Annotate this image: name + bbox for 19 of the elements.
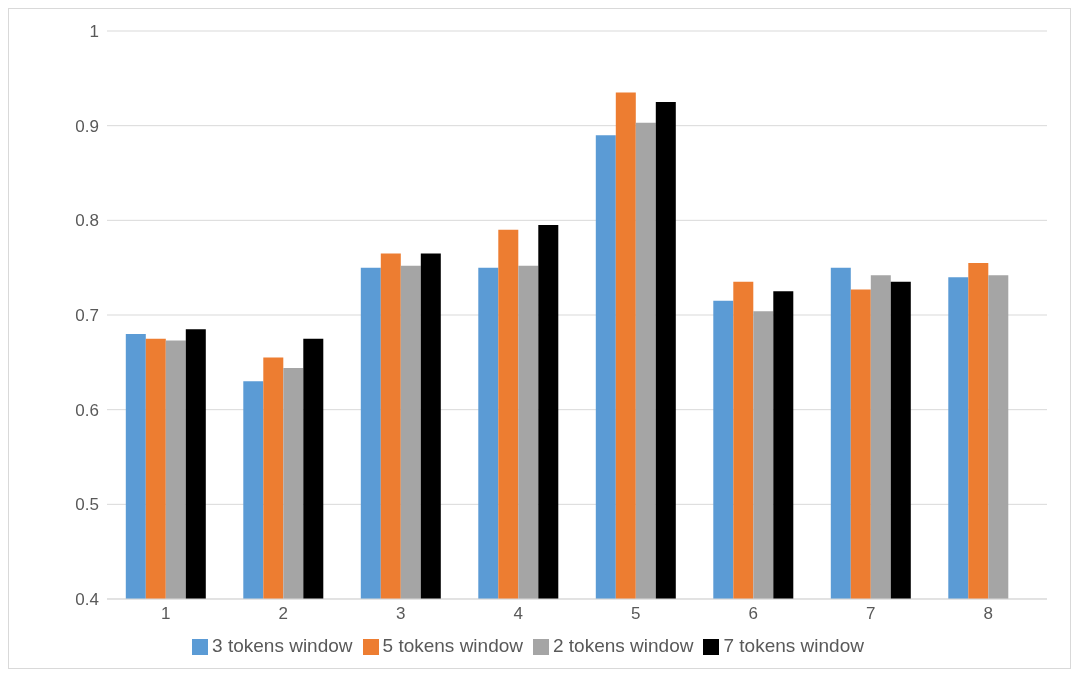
legend-label: 3 tokens window [212, 635, 353, 656]
legend-label: 2 tokens window [553, 635, 694, 656]
x-tick-label: 8 [983, 604, 993, 624]
x-tick-label: 5 [631, 604, 641, 624]
y-tick-label: 0.9 [75, 116, 99, 136]
legend-label: 5 tokens window [382, 635, 523, 656]
x-tick-label: 1 [161, 604, 171, 624]
y-tick-label: 0.6 [75, 400, 99, 420]
x-tick-label: 6 [748, 604, 758, 624]
x-tick-label: 3 [396, 604, 406, 624]
y-tick-label: 0.7 [75, 306, 99, 326]
y-tick-label: 0.8 [75, 211, 99, 231]
legend-label: 7 tokens window [723, 635, 864, 656]
x-tick-label: 7 [866, 604, 876, 624]
y-tick-label: 0.5 [75, 495, 99, 515]
x-tick-label: 2 [278, 604, 288, 624]
y-tick-label: 0.4 [75, 590, 99, 610]
x-tick-label: 4 [513, 604, 523, 624]
y-tick-label: 1 [89, 22, 99, 42]
